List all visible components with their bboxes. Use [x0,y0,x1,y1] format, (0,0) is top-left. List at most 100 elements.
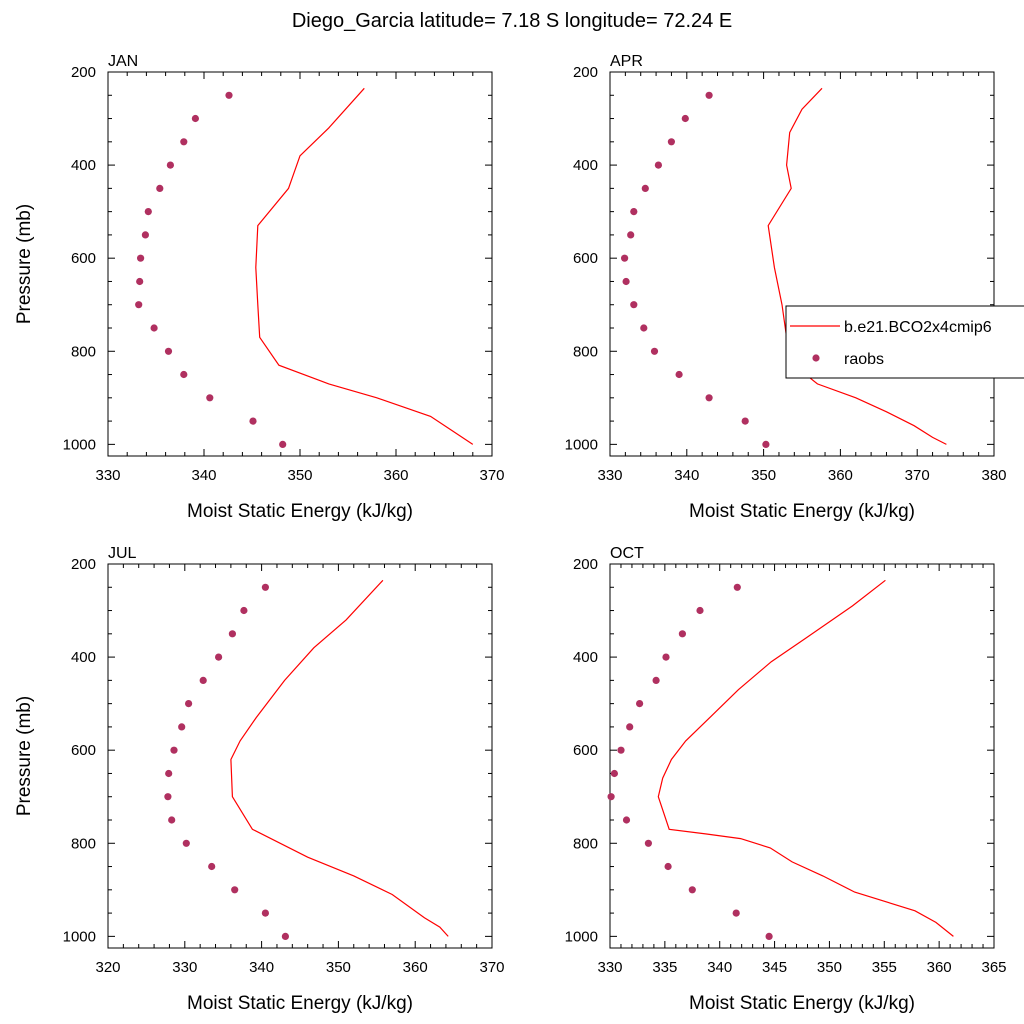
y-tick-label: 600 [71,250,96,267]
x-tick-label: 370 [905,467,930,484]
x-tick-label: 370 [479,467,504,484]
raobs-point [765,932,773,941]
raobs-point [705,394,713,402]
panels: JAN 330 340 350 360 370 200 400 600 800 1000 Moist … [14,53,1007,1014]
raobs-point [607,793,615,801]
x-tick-label: 340 [707,959,732,976]
x-tick-label: 345 [762,959,787,976]
figure-title: Diego_Garcia latitude= 7.18 S longitude=… [292,10,732,32]
x-tick-label: 320 [95,959,120,976]
raobs-point [678,630,687,638]
y-tick-label: 400 [71,157,96,174]
raobs-point [166,161,174,169]
raobs-point [180,370,188,379]
plot-frame [609,563,995,949]
x-axis-title: Moist Static Energy (kJ/kg) [187,501,413,522]
raobs-point [261,909,269,917]
panel-oct: OCT 330 335 340 345 350 355 360 365 200 400 600 800 1… [565,545,1007,1014]
raobs-point [182,839,190,847]
x-tick-label: 360 [383,467,408,484]
x-tick-label: 330 [597,959,622,976]
raobs-point [178,723,186,731]
raobs-point [228,630,236,638]
raobs-point [675,370,683,379]
y-tick-label: 200 [71,64,96,81]
legend-model-label: b.e21.BCO2x4cmip6 [844,319,992,336]
raobs-point [662,653,670,661]
y-tick-label: 1000 [565,436,598,453]
raobs-point [696,606,704,615]
x-tick-label: 340 [249,959,274,976]
x-tick-label: 330 [597,467,622,484]
x-tick-label: 370 [479,959,504,976]
legend: b.e21.BCO2x4cmip6 raobs [785,305,1024,379]
legend-obs-marker [812,354,820,362]
x-tick-label: 340 [674,467,699,484]
plot-frame [107,563,493,949]
panel-label: APR [610,53,643,70]
raobs-point [144,208,152,216]
raobs-point [180,138,188,146]
y-tick-label: 800 [573,835,598,852]
y-tick-label: 400 [71,649,96,666]
y-tick-label: 200 [71,556,96,573]
x-tick-label: 340 [191,467,216,484]
raobs-point [652,676,660,685]
y-tick-label: 600 [573,742,598,759]
raobs-point [626,723,634,731]
x-axis-title: Moist Static Energy (kJ/kg) [689,993,915,1014]
x-tick-label: 330 [172,959,197,976]
model-profile-line [255,87,474,445]
panel-label: OCT [610,545,644,562]
y-tick-label: 800 [573,343,598,360]
raobs-point [185,700,193,708]
x-tick-label: 365 [981,959,1006,976]
x-tick-label: 355 [872,959,897,976]
y-tick-label: 1000 [565,928,598,945]
raobs-point [640,324,648,332]
x-tick-label: 380 [981,467,1006,484]
y-tick-label: 200 [573,556,598,573]
raobs-point [136,277,144,286]
raobs-point [281,932,289,941]
x-tick-label: 360 [403,959,428,976]
panel-label: JUL [108,545,137,562]
raobs-point [156,184,164,192]
raobs-point [208,862,216,871]
x-axis-title: Moist Static Energy (kJ/kg) [187,993,413,1014]
plot-frame [609,71,995,457]
model-profile-line [230,579,449,937]
raobs-point [654,161,663,169]
y-tick-label: 200 [573,64,598,81]
raobs-point [164,793,172,801]
x-tick-label: 350 [751,467,776,484]
raobs-point [667,138,676,146]
y-axis-title: Pressure (mb) [14,204,35,324]
y-tick-label: 800 [71,835,96,852]
raobs-point [225,91,233,99]
plot-frame [107,71,493,457]
y-tick-label: 1000 [63,436,96,453]
x-tick-label: 350 [326,959,351,976]
raobs-point [621,254,629,262]
raobs-point [630,208,638,216]
panel-jul: JUL 320 330 340 350 360 370 200 400 600 800 1000 Moi… [14,545,505,1014]
raobs-point [762,440,770,448]
model-profile-line [767,87,947,445]
legend-obs-label: raobs [844,351,884,368]
raobs-point [164,347,173,355]
y-tick-label: 600 [573,250,598,267]
panel-apr: APR 330 340 350 360 370 380 200 400 600 800 1000 Moi… [565,53,1007,522]
raobs-point [664,862,672,871]
raobs-point [617,746,625,754]
y-tick-label: 400 [573,157,598,174]
panel-jan: JAN 330 340 350 360 370 200 400 600 800 1000 Moist … [14,53,505,522]
y-tick-label: 600 [71,742,96,759]
raobs-point [636,700,644,708]
raobs-point [135,301,143,309]
x-tick-label: 350 [817,959,842,976]
raobs-point [240,606,248,615]
raobs-point [206,394,214,402]
raobs-point [622,277,630,286]
